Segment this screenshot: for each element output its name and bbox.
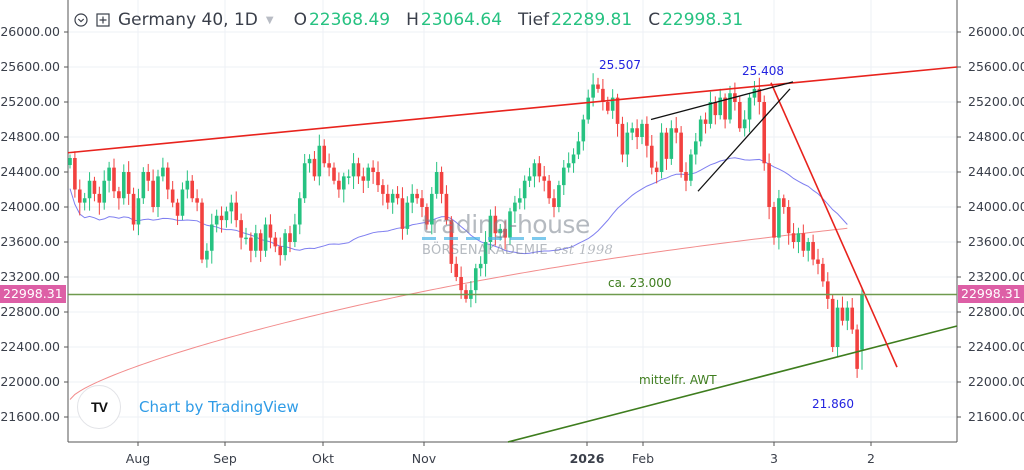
price-tick-label: 22800.00 — [0, 304, 60, 319]
tradingview-attribution[interactable]: TV Chart by TradingView — [77, 385, 299, 429]
chart-legend: Germany 40, 1D ▼ O 22368.49 H 23064.64 Tie… — [74, 8, 759, 32]
price-tick-label: 24000.00 — [968, 199, 1024, 214]
time-tick-label: Sep — [213, 451, 237, 466]
price-tick-label: 22000.00 — [968, 374, 1024, 389]
price-tick-label: 24400.00 — [0, 164, 60, 179]
collapse-icon[interactable] — [74, 13, 88, 27]
price-tick-label: 25200.00 — [0, 94, 60, 109]
ohlc-open-label: O — [293, 10, 307, 30]
price-tick-label: 23200.00 — [0, 269, 60, 284]
ohlc-high-label: H — [406, 10, 419, 30]
ohlc-close-label: C — [648, 10, 661, 30]
price-tick-label: 23200.00 — [968, 269, 1024, 284]
annotation-low: 21.860 — [812, 397, 854, 411]
price-tick-label: 24800.00 — [968, 129, 1024, 144]
compare-plus-icon[interactable] — [96, 13, 110, 27]
ohlc-low-value: 22289.81 — [551, 10, 633, 30]
price-tick-label: 25600.00 — [0, 59, 60, 74]
price-tick-label: 24000.00 — [0, 199, 60, 214]
price-tick-label: 23600.00 — [0, 234, 60, 249]
time-tick-label: Okt — [312, 451, 334, 466]
chevron-down-icon[interactable]: ▼ — [265, 14, 274, 26]
time-tick-label: Nov — [411, 451, 437, 466]
watermark-est: est 1998 — [553, 243, 614, 258]
price-tick-label: 22400.00 — [0, 339, 60, 354]
time-tick-label: 2026 — [569, 451, 605, 466]
price-tick-label: 24400.00 — [968, 164, 1024, 179]
watermark-dashes — [422, 237, 547, 240]
price-tick-label: 22000.00 — [0, 374, 60, 389]
annotation-high-1: 25.507 — [599, 58, 641, 72]
tradingview-logo-icon[interactable]: TV — [77, 385, 121, 429]
symbol-title[interactable]: Germany 40, 1D — [118, 10, 258, 30]
price-tick-label: 22800.00 — [968, 304, 1024, 319]
price-tick-label: 22400.00 — [968, 339, 1024, 354]
annotation-level-23000: ca. 23.000 — [608, 276, 672, 290]
price-tick-label: 24800.00 — [0, 129, 60, 144]
current-price-tag-right: 22998.31 — [958, 285, 1024, 303]
ohlc-open-value: 22368.49 — [308, 10, 391, 30]
ohlc-high-value: 23064.64 — [420, 10, 503, 30]
price-tick-label: 21600.00 — [0, 409, 60, 424]
price-tick-label: 26000.00 — [0, 24, 60, 39]
time-tick-label: 2 — [867, 451, 875, 466]
time-tick-label: Feb — [631, 451, 655, 466]
watermark-academy: BÖRSENAKADEMIE — [422, 243, 548, 258]
annotation-high-2: 25.408 — [742, 64, 784, 78]
price-tick-label: 26000.00 — [968, 24, 1024, 39]
watermark: trading-house BÖRSENAKADEMIE est 1998 — [422, 210, 613, 258]
watermark-subtitle: BÖRSENAKADEMIE est 1998 — [422, 243, 613, 258]
price-tick-label: 25600.00 — [968, 59, 1024, 74]
ohlc-low-label: Tief — [518, 10, 550, 30]
time-tick-label: 3 — [770, 451, 778, 466]
tradingview-link[interactable]: Chart by TradingView — [139, 398, 299, 416]
current-price-tag-left: 22998.31 — [0, 285, 66, 303]
price-tick-label: 23600.00 — [968, 234, 1024, 249]
time-tick-label: Aug — [125, 451, 151, 466]
price-tick-label: 25200.00 — [968, 94, 1024, 109]
annotation-trendline-awt: mittelfr. AWT — [639, 373, 717, 387]
price-tick-label: 21600.00 — [968, 409, 1024, 424]
watermark-brand: trading-house — [422, 210, 590, 239]
ohlc-close-value: 22998.31 — [662, 10, 744, 30]
